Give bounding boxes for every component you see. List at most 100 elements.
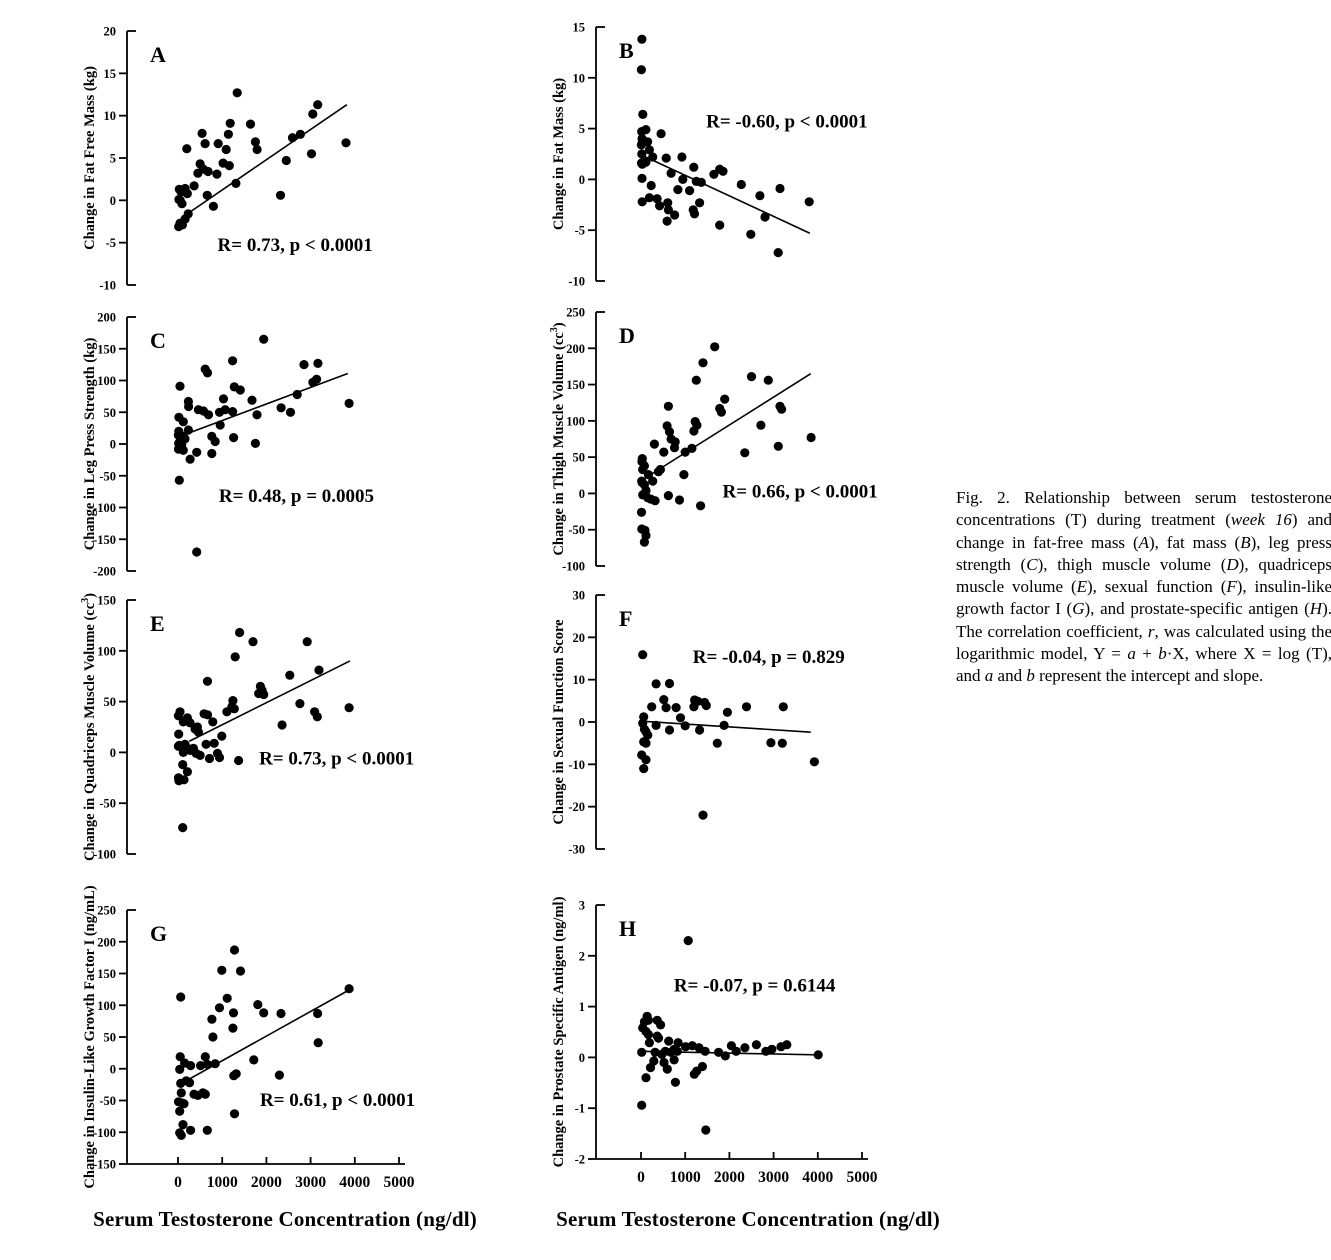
data-point (179, 1099, 189, 1109)
data-point (341, 138, 351, 148)
data-point (228, 1023, 238, 1033)
y-tick-label: 30 (573, 589, 586, 603)
data-point (192, 447, 202, 457)
data-point (679, 470, 689, 480)
data-point (292, 389, 302, 400)
data-point (674, 495, 685, 505)
data-point (680, 721, 690, 731)
data-point (756, 420, 766, 430)
data-point (207, 1014, 217, 1024)
y-tick-label: 100 (97, 374, 116, 388)
trend-line (180, 103, 348, 219)
data-point (182, 189, 192, 199)
data-point (177, 220, 187, 230)
data-point (664, 1036, 674, 1046)
data-point (202, 676, 213, 686)
x-axis (127, 1157, 405, 1165)
data-point (193, 727, 203, 737)
data-point (653, 467, 663, 477)
data-point (720, 394, 730, 404)
trend-line (188, 660, 351, 742)
data-point (664, 678, 675, 689)
data-point (698, 810, 708, 820)
data-point (250, 137, 260, 147)
y-tick-label: -100 (93, 848, 116, 862)
y-tick-label: 1 (579, 1000, 585, 1014)
data-point (249, 1055, 259, 1065)
y-tick-label: 0 (110, 438, 116, 452)
data-point (719, 720, 729, 730)
y-tick-label: 100 (566, 414, 585, 428)
data-point (740, 1043, 750, 1053)
data-point (203, 166, 213, 177)
data-point (736, 179, 746, 190)
data-point (636, 507, 647, 517)
data-point (637, 1100, 647, 1110)
points-group (174, 88, 351, 232)
x-tick-label: 0 (174, 1174, 182, 1191)
data-point (344, 398, 354, 408)
data-point (710, 342, 720, 352)
data-point (649, 439, 659, 449)
data-point (652, 194, 662, 204)
y-tick-label: 5 (110, 152, 116, 166)
data-point (644, 145, 654, 155)
x-tick-label: 5000 (847, 1169, 878, 1186)
y-tick-label: 20 (104, 25, 117, 39)
y-axis-label: Change in Sexual Function Score (551, 619, 567, 825)
points-group (636, 34, 814, 258)
correlation-annotation: R= -0.60, p < 0.0001 (706, 111, 868, 132)
y-tick-label: 200 (97, 935, 116, 949)
data-point (663, 198, 673, 208)
data-point (675, 713, 686, 723)
data-point (678, 174, 688, 184)
data-point (312, 712, 322, 722)
data-point (740, 448, 750, 458)
data-point (223, 129, 233, 139)
data-point (235, 385, 245, 395)
y-tick-label: 15 (573, 21, 586, 35)
data-point (274, 1070, 284, 1080)
data-point (313, 358, 323, 368)
data-point (231, 1069, 241, 1079)
data-point (648, 152, 658, 162)
data-point (229, 433, 239, 443)
data-point (701, 1125, 711, 1135)
data-point (809, 757, 819, 767)
data-point (644, 1038, 654, 1048)
scatter-panel-B: 15 10 5 0 -5 -10 Change in Fat Mass (kg) B R= -0… (551, 21, 868, 289)
trend-line (178, 989, 350, 1086)
data-point (656, 129, 666, 139)
y-tick-label: 150 (97, 967, 116, 981)
data-point (259, 1008, 269, 1018)
data-point (174, 776, 184, 786)
data-point (200, 139, 210, 149)
data-point (177, 199, 187, 209)
data-point (245, 119, 256, 129)
data-point (746, 229, 756, 239)
data-point (344, 984, 354, 994)
data-point (186, 1061, 196, 1071)
data-point (203, 410, 214, 420)
data-point (178, 823, 188, 833)
data-point (295, 699, 305, 709)
data-point (700, 1046, 710, 1056)
y-axis (588, 311, 605, 567)
data-point (185, 1078, 195, 1088)
data-point (639, 537, 649, 547)
data-point (185, 718, 195, 728)
data-point (659, 447, 669, 457)
y-tick-label: -50 (99, 1094, 116, 1108)
x-tick-label: 3000 (758, 1169, 789, 1186)
y-tick-label: -1 (575, 1102, 585, 1116)
data-point (182, 144, 192, 154)
y-tick-label: 2 (579, 949, 585, 963)
data-point (639, 764, 649, 774)
data-point (176, 1130, 186, 1140)
y-tick-label: 15 (104, 67, 117, 81)
y-tick-label: -30 (568, 843, 585, 857)
data-point (200, 1052, 210, 1062)
data-point (720, 1051, 730, 1061)
